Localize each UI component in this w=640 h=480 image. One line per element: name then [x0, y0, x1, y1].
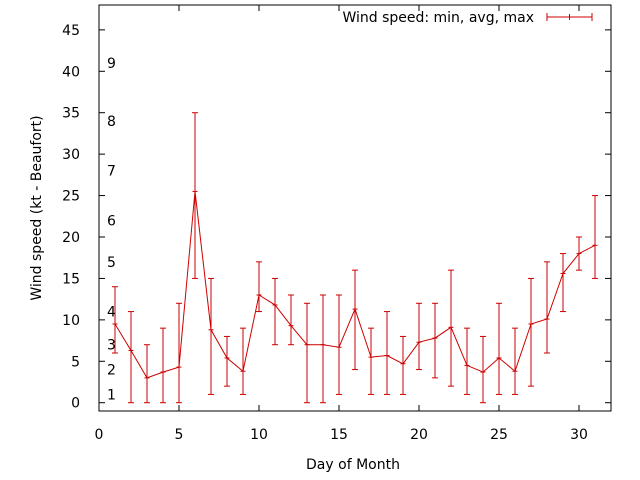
y-tick-label: 20: [62, 230, 80, 246]
y-tick-label: 40: [62, 64, 80, 80]
y-tick-label: 35: [62, 106, 80, 122]
beaufort-label: 9: [107, 56, 116, 72]
beaufort-label: 7: [107, 164, 116, 180]
y-tick-label: 30: [62, 147, 80, 163]
legend-label: Wind speed: min, avg, max: [342, 10, 534, 26]
plot-layer: [112, 112, 598, 404]
x-axis-label: Day of Month: [306, 457, 400, 473]
x-tick-label: 0: [95, 427, 104, 443]
beaufort-label: 3: [107, 338, 116, 354]
y-tick-label: 10: [62, 313, 80, 329]
x-tick-label: 30: [570, 427, 588, 443]
y-tick-label: 45: [62, 23, 80, 39]
y-tick-label: 15: [62, 271, 80, 287]
beaufort-label: 2: [107, 363, 116, 379]
x-tick-label: 10: [250, 427, 268, 443]
x-tick-label: 15: [330, 427, 348, 443]
legend: Wind speed: min, avg, max: [342, 10, 593, 26]
beaufort-label: 8: [107, 114, 116, 130]
y-axis-label: Wind speed (kt - Beaufort): [29, 115, 45, 300]
beaufort-label: 1: [107, 387, 116, 403]
beaufort-label: 5: [107, 255, 116, 271]
plot-frame: [98, 4, 612, 412]
y-tick-label: 0: [71, 396, 80, 412]
x-tick-label: 25: [490, 427, 508, 443]
y-tick-label: 5: [71, 354, 80, 370]
y-tick-label: 25: [62, 189, 80, 205]
beaufort-label: 6: [107, 213, 116, 229]
x-tick-label: 5: [175, 427, 184, 443]
x-tick-label: 20: [410, 427, 428, 443]
beaufort-label: 4: [107, 305, 116, 321]
